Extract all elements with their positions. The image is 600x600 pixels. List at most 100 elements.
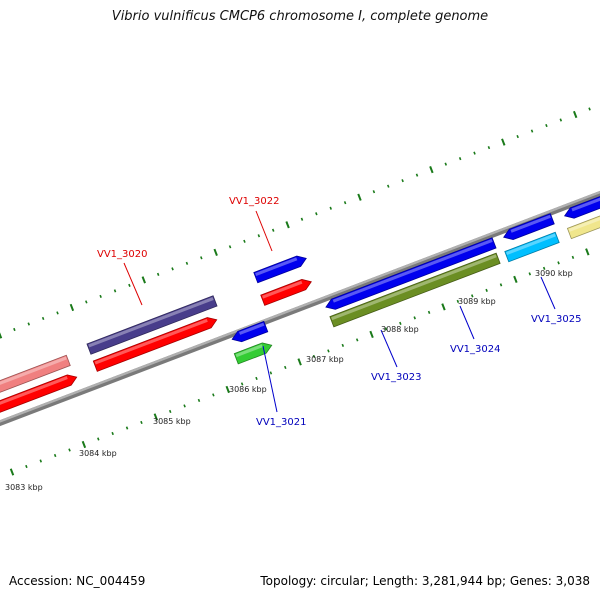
scale-label: 3089 kbp xyxy=(458,297,496,306)
major-tick xyxy=(225,385,230,394)
gene-feature-red[interactable] xyxy=(260,277,314,306)
minor-tick xyxy=(588,107,591,111)
scale-label: 3087 kbp xyxy=(306,355,344,364)
major-tick xyxy=(0,332,3,339)
gene-label: VV1_3025 xyxy=(531,314,582,325)
minor-tick xyxy=(557,261,560,265)
major-tick xyxy=(153,413,159,421)
scale-label: 3090 kbp xyxy=(535,269,573,278)
minor-tick xyxy=(99,294,102,299)
major-tick xyxy=(297,358,302,366)
label-leaders xyxy=(123,210,556,413)
major-tick xyxy=(141,276,146,284)
gene-feature-blue[interactable] xyxy=(324,237,497,312)
minor-tick xyxy=(185,261,189,265)
minor-tick xyxy=(545,123,548,128)
minor-tick xyxy=(315,212,318,216)
minor-tick xyxy=(473,151,476,155)
minor-tick xyxy=(471,294,474,298)
gene-feature-red[interactable] xyxy=(92,315,218,372)
minor-tick xyxy=(13,327,16,332)
major-tick xyxy=(513,275,518,283)
minor-tick xyxy=(372,190,376,194)
minor-tick xyxy=(327,349,330,353)
gene-feature-green[interactable] xyxy=(233,340,273,365)
minor-tick xyxy=(228,245,232,249)
minor-tick xyxy=(413,316,416,320)
minor-tick xyxy=(171,267,174,271)
minor-tick xyxy=(571,255,575,259)
scale-label: 3085 kbp xyxy=(153,417,191,426)
gene-feature-navy[interactable] xyxy=(86,295,218,355)
minor-tick xyxy=(269,371,273,375)
major-tick xyxy=(69,303,75,312)
minor-tick xyxy=(53,453,57,458)
minor-tick xyxy=(516,134,519,139)
minor-tick xyxy=(485,288,488,292)
minor-tick xyxy=(559,118,563,122)
minor-tick xyxy=(284,365,287,370)
minor-tick xyxy=(97,437,100,441)
major-tick xyxy=(81,440,87,449)
scale-label: 3086 kbp xyxy=(229,385,267,394)
major-tick xyxy=(429,166,434,174)
minor-tick xyxy=(183,404,186,408)
gene-feature-blue[interactable] xyxy=(253,253,308,284)
minor-tick xyxy=(456,299,460,303)
minor-tick xyxy=(542,266,546,270)
minor-tick xyxy=(427,310,431,314)
minor-tick xyxy=(197,398,201,403)
scale-ticks xyxy=(0,107,591,476)
minor-tick xyxy=(399,321,402,325)
minor-tick xyxy=(125,426,129,430)
minor-tick xyxy=(255,376,258,381)
minor-tick xyxy=(499,283,503,287)
scale-label: 3084 kbp xyxy=(79,449,117,458)
gene-feature-blue[interactable] xyxy=(502,213,555,243)
minor-tick xyxy=(271,228,275,232)
minor-tick xyxy=(355,338,359,342)
minor-tick xyxy=(343,201,347,205)
backbone xyxy=(0,190,600,427)
minor-tick xyxy=(128,283,131,287)
minor-tick xyxy=(312,354,316,359)
minor-tick xyxy=(39,459,43,463)
gene-label: VV1_3022 xyxy=(229,196,280,207)
minor-tick xyxy=(156,272,160,276)
gene-feature-salmon[interactable] xyxy=(0,354,71,396)
scale-labels: 3083 kbp 3084 kbp 3085 kbp 3086 kbp 3087… xyxy=(5,269,573,492)
minor-tick xyxy=(240,382,244,386)
minor-tick xyxy=(243,239,246,243)
gene-labels[interactable]: VV1_3020 VV1_3021 VV1_3022 VV1_3023 VV1_… xyxy=(97,196,582,428)
minor-tick xyxy=(415,173,419,177)
minor-tick xyxy=(111,431,114,436)
minor-tick xyxy=(68,448,71,452)
scale-label: 3088 kbp xyxy=(381,325,419,334)
scale-label: 3083 kbp xyxy=(5,483,43,492)
backbone-line xyxy=(0,190,600,427)
gene-feature-red[interactable] xyxy=(0,372,79,419)
major-tick xyxy=(585,248,590,256)
minor-tick xyxy=(168,409,172,414)
minor-tick xyxy=(27,322,31,326)
minor-tick xyxy=(384,327,388,331)
gene-feature-cyan[interactable] xyxy=(504,231,560,263)
minor-tick xyxy=(140,420,143,425)
minor-tick xyxy=(401,179,404,183)
gene-feature-blue[interactable] xyxy=(230,320,269,344)
minor-tick xyxy=(487,145,491,150)
gene-feature-blue[interactable] xyxy=(563,192,600,221)
summary-text: Topology: circular; Length: 3,281,944 bp… xyxy=(260,574,590,588)
minor-tick xyxy=(212,393,215,397)
minor-tick xyxy=(25,464,28,469)
gene-label: VV1_3021 xyxy=(256,417,307,428)
major-tick xyxy=(213,248,218,256)
gene-feature-olive[interactable] xyxy=(329,252,501,328)
minor-tick xyxy=(257,234,261,238)
accession-text: Accession: NC_004459 xyxy=(9,574,146,588)
gene-label: VV1_3024 xyxy=(450,344,501,355)
minor-tick xyxy=(200,256,203,260)
gene-features[interactable] xyxy=(0,192,600,419)
major-tick xyxy=(573,110,578,119)
